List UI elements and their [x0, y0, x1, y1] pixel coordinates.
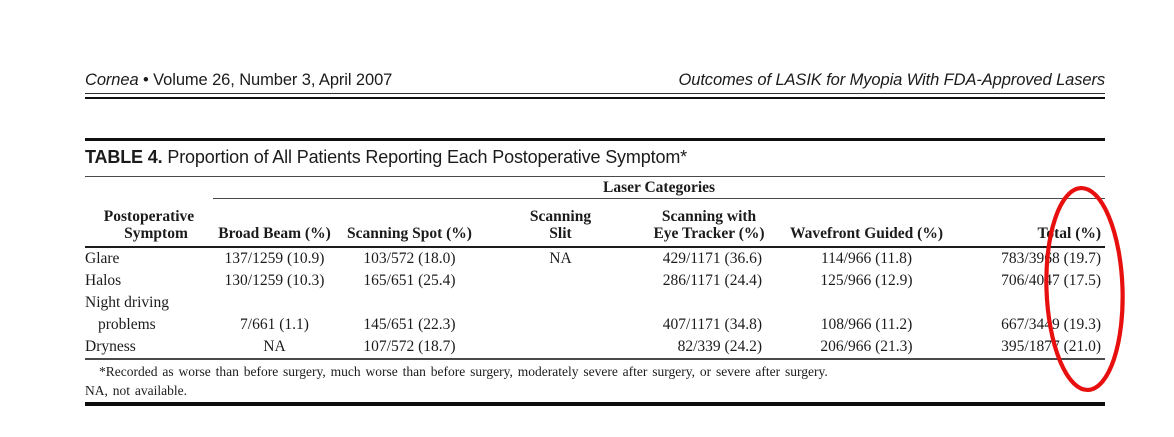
- header-line-2: Eye Tracker (%): [653, 225, 765, 242]
- results-table: Laser Categories Postoperative Symptom Br…: [85, 176, 1106, 360]
- table-top-rule: [85, 138, 1105, 141]
- symptom-cell: Night driving problems: [85, 294, 169, 333]
- table-cell: 783/3968 (19.7): [1001, 250, 1102, 267]
- page-bottom-rule: [85, 402, 1105, 406]
- table-cell: [483, 292, 638, 336]
- table-cell: 103/572 (18.0): [363, 250, 456, 267]
- symptom-cell: Dryness: [85, 336, 213, 360]
- journal-issue: • Volume 26, Number 3, April 2007: [138, 71, 393, 89]
- col-header-postoperative-symptom: Postoperative Symptom: [85, 198, 213, 248]
- table-cell: 108/966 (11.2): [820, 316, 913, 333]
- table-cell: 706/4047 (17.5): [1001, 272, 1102, 289]
- footnotes: *Recorded as worse than before surgery, …: [85, 362, 1105, 400]
- table-cell: 286/1171 (24.4): [662, 272, 762, 289]
- table-cell: 429/1171 (36.6): [662, 250, 762, 267]
- symptom-cell: Glare: [85, 250, 120, 267]
- table-title: TABLE 4. Proportion of All Patients Repo…: [85, 147, 1105, 168]
- table-cell: 114/966 (11.8): [821, 250, 912, 267]
- col-header-eye-tracker: Scanning with Eye Tracker (%): [638, 198, 780, 248]
- column-header-row: Postoperative Symptom Broad Beam (%) Scan…: [85, 198, 1106, 248]
- table-row-glare: Glare 137/1259 (10.9) 103/572 (18.0) NA …: [85, 247, 1105, 270]
- col-header-wavefront-guided: Wavefront Guided (%): [780, 198, 953, 248]
- table-cell: [483, 336, 638, 360]
- table-cell: 407/1171 (34.8): [662, 316, 762, 333]
- table-caption: Proportion of All Patients Reporting Eac…: [167, 147, 688, 167]
- col-header-broad-beam: Broad Beam (%): [213, 198, 336, 248]
- table-cell: [483, 270, 638, 292]
- table-cell: NA: [213, 336, 336, 360]
- group-header-row: Laser Categories: [85, 176, 1106, 199]
- journal-citation: Cornea • Volume 26, Number 3, April 2007: [85, 70, 392, 90]
- table-cell: 667/3449 (19.3): [1001, 316, 1102, 333]
- running-head-rule: [85, 93, 1105, 99]
- footnote-definition: *Recorded as worse than before surgery, …: [99, 364, 828, 379]
- laser-categories-header: Laser Categories: [213, 176, 1106, 199]
- table-row-halos: Halos 130/1259 (10.3) 165/651 (25.4) 286…: [85, 270, 1105, 292]
- journal-name: Cornea: [85, 71, 139, 89]
- running-head: Cornea • Volume 26, Number 3, April 2007…: [85, 70, 1105, 90]
- table-cell: 82/339 (24.2): [638, 336, 780, 360]
- footnote-na: NA, not available.: [85, 383, 187, 398]
- table-cell: 206/966 (21.3): [780, 336, 953, 360]
- col-header-scanning-spot: Scanning Spot (%): [336, 198, 483, 248]
- header-line-1: Scanning with: [661, 208, 757, 225]
- table-cell: NA: [549, 250, 572, 267]
- table-cell: 165/651 (25.4): [363, 272, 456, 289]
- table-label: TABLE 4.: [85, 147, 163, 167]
- table-cell: 395/1877 (21.0): [953, 336, 1106, 360]
- table-row-dryness: Dryness NA 107/572 (18.7) 82/339 (24.2) …: [85, 336, 1106, 360]
- table-cell: 145/651 (22.3): [363, 316, 456, 333]
- table-row-night-driving: Night driving problems 7/661 (1.1) 145/6…: [85, 292, 1105, 336]
- col-header-scanning-slit: Scanning Slit: [483, 198, 638, 248]
- symptom-cell: Halos: [85, 272, 122, 289]
- header-line-1: Scanning: [529, 208, 592, 225]
- header-line-2: Slit: [549, 225, 572, 242]
- table-cell: 130/1259 (10.3): [224, 272, 325, 289]
- stub-line-1: Postoperative: [103, 208, 195, 225]
- table-cell: 107/572 (18.7): [336, 336, 483, 360]
- table-cell: 125/966 (12.9): [820, 272, 913, 289]
- article-title: Outcomes of LASIK for Myopia With FDA-Ap…: [678, 71, 1106, 89]
- stub-blank-cell: [85, 177, 213, 199]
- col-header-total: Total (%): [953, 198, 1106, 248]
- stub-line-2: Symptom: [124, 225, 188, 242]
- table-cell: 7/661 (1.1): [240, 316, 309, 333]
- table-cell: 137/1259 (10.9): [224, 250, 325, 267]
